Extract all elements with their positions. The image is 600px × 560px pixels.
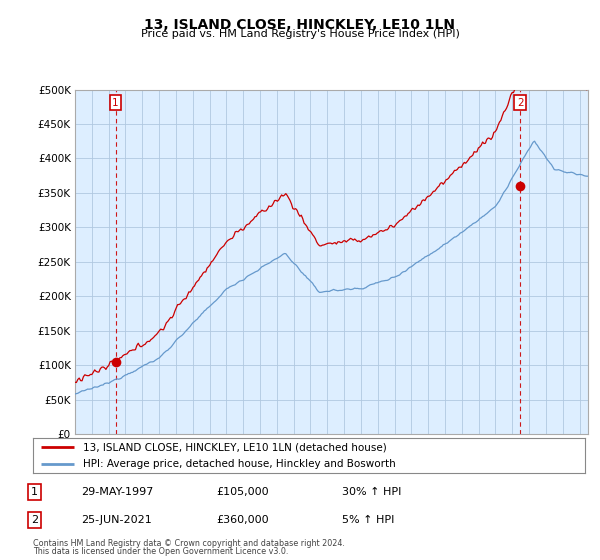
Text: This data is licensed under the Open Government Licence v3.0.: This data is licensed under the Open Gov…	[33, 547, 289, 556]
Text: HPI: Average price, detached house, Hinckley and Bosworth: HPI: Average price, detached house, Hinc…	[83, 459, 395, 469]
Text: 1: 1	[31, 487, 38, 497]
Text: 13, ISLAND CLOSE, HINCKLEY, LE10 1LN (detached house): 13, ISLAND CLOSE, HINCKLEY, LE10 1LN (de…	[83, 442, 386, 452]
Text: 29-MAY-1997: 29-MAY-1997	[81, 487, 154, 497]
Text: 1: 1	[112, 98, 119, 108]
Text: £105,000: £105,000	[216, 487, 269, 497]
Text: 2: 2	[31, 515, 38, 525]
Text: 30% ↑ HPI: 30% ↑ HPI	[342, 487, 401, 497]
Text: 2: 2	[517, 98, 524, 108]
Text: Price paid vs. HM Land Registry's House Price Index (HPI): Price paid vs. HM Land Registry's House …	[140, 29, 460, 39]
Text: 13, ISLAND CLOSE, HINCKLEY, LE10 1LN: 13, ISLAND CLOSE, HINCKLEY, LE10 1LN	[145, 18, 455, 32]
Text: £360,000: £360,000	[216, 515, 269, 525]
Text: 5% ↑ HPI: 5% ↑ HPI	[342, 515, 394, 525]
Text: Contains HM Land Registry data © Crown copyright and database right 2024.: Contains HM Land Registry data © Crown c…	[33, 539, 345, 548]
Text: 25-JUN-2021: 25-JUN-2021	[81, 515, 152, 525]
